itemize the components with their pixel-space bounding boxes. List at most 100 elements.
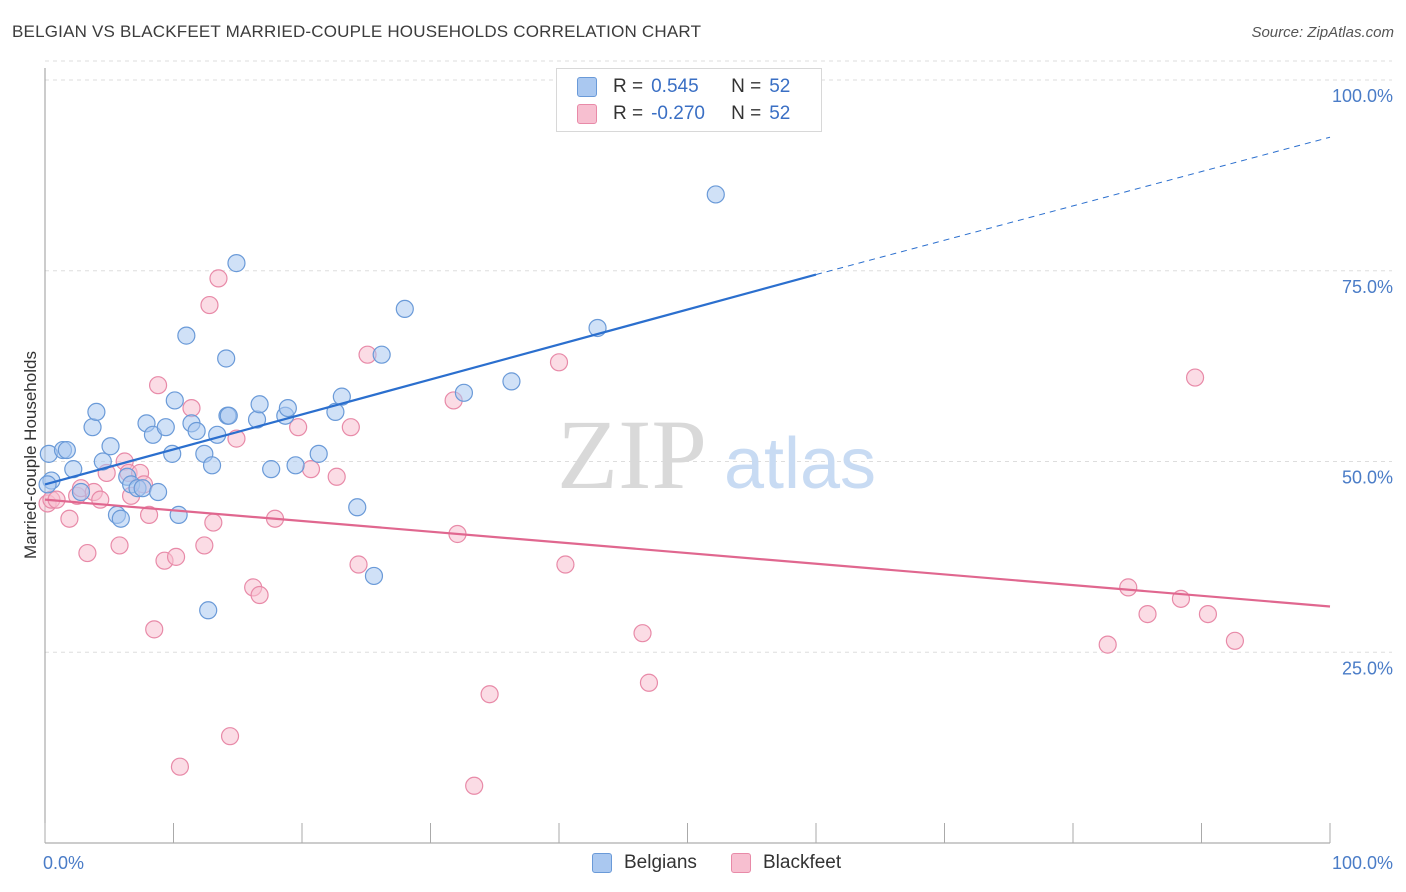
blackfeet-point <box>170 757 190 776</box>
belgian-point <box>326 402 345 422</box>
source-label: Source: ZipAtlas.com <box>1251 24 1394 41</box>
blackfeet-point <box>220 727 240 746</box>
belgian-point <box>111 509 130 528</box>
blackfeet-point <box>250 585 269 605</box>
legend-row-belgians: R = 0.545 N = 52 <box>577 75 790 99</box>
blackfeet-point <box>60 509 79 528</box>
blackfeet-swatch <box>731 853 751 873</box>
belgian-point <box>156 418 175 437</box>
y-tick-label: 75.0% <box>1342 277 1393 297</box>
blackfeet-point <box>327 467 346 486</box>
series-legend: Belgians Blackfeet <box>0 852 1406 878</box>
blackfeet-point <box>110 536 129 555</box>
belgian-points <box>38 185 725 620</box>
blackfeet-point <box>145 620 164 639</box>
belgian-point <box>227 254 246 273</box>
belgian-point <box>165 391 184 410</box>
belgian-point <box>71 482 91 502</box>
belgian-point <box>148 482 168 502</box>
r-label: R = <box>613 76 644 97</box>
chart-title: BELGIAN VS BLACKFEET MARRIED-COUPLE HOUS… <box>12 22 702 41</box>
n-value: 52 <box>769 76 791 97</box>
belgian-point <box>87 402 106 422</box>
r-value: 0.545 <box>651 76 699 97</box>
belgian-point <box>169 505 188 525</box>
trend-lines <box>44 136 1331 608</box>
blackfeet-point <box>1098 635 1117 654</box>
y-tick-label: 100.0% <box>1332 86 1393 106</box>
blackfeet-point <box>480 685 499 704</box>
belgian-point <box>101 437 120 456</box>
belgian-point <box>262 460 281 479</box>
belgian-point <box>57 440 76 460</box>
belgian-point <box>364 566 384 586</box>
blackfeet-point <box>1198 604 1218 624</box>
blackfeet-point <box>195 536 214 555</box>
watermark: ZIP atlas <box>557 399 876 510</box>
belgian-point <box>278 398 297 418</box>
grid-lines <box>45 60 1392 653</box>
blackfeet-point <box>78 543 97 563</box>
n-value: 52 <box>769 103 791 124</box>
n-label: N = <box>731 76 762 97</box>
belgian-point <box>199 601 218 620</box>
tick-labels: 100.0% 75.0% 50.0% 25.0% 0.0% 100.0% <box>43 86 1393 873</box>
x-tick-label: 0.0% <box>43 853 84 873</box>
belgian-point <box>93 452 112 471</box>
blackfeet-point <box>549 353 569 372</box>
y-tick-label: 50.0% <box>1342 468 1393 488</box>
blackfeet-point <box>341 418 360 437</box>
belgian-point <box>502 372 521 391</box>
belgian-point <box>202 456 222 475</box>
belgian-trend-line <box>44 273 817 486</box>
blackfeet-point <box>182 398 201 418</box>
blackfeet-point <box>200 295 219 315</box>
belgians-swatch <box>577 77 597 97</box>
belgian-point <box>187 421 206 441</box>
blackfeet-point <box>1185 368 1205 387</box>
blackfeet-point <box>301 460 321 479</box>
n-label: N = <box>731 103 762 124</box>
blackfeet-point <box>465 776 484 795</box>
belgian-point <box>250 395 269 414</box>
y-axis-label: Married-couple Households <box>21 351 40 559</box>
y-tick-label: 25.0% <box>1342 658 1393 678</box>
belgian-trend-extension <box>815 136 1331 276</box>
blackfeet-trend-line <box>44 498 1331 608</box>
legend-row-blackfeet: R = -0.270 N = 52 <box>577 102 790 126</box>
stats-legend: R = 0.545 N = 52 R = -0.270 N = 52 <box>556 68 822 132</box>
blackfeet-point <box>204 513 223 532</box>
belgian-point <box>706 185 725 204</box>
blackfeet-swatch <box>577 104 597 124</box>
legend-label-belgians: Belgians <box>624 852 697 873</box>
blackfeet-point <box>633 624 652 643</box>
legend-item-belgians[interactable]: Belgians <box>592 852 697 874</box>
belgian-point <box>177 326 196 345</box>
blackfeet-point <box>639 673 659 692</box>
blackfeet-point <box>209 269 228 288</box>
belgian-point <box>348 498 367 517</box>
belgian-point <box>332 387 351 406</box>
blackfeet-point <box>148 376 168 395</box>
belgian-point <box>83 418 102 437</box>
watermark-atlas: atlas <box>724 424 876 504</box>
belgian-point <box>217 349 236 368</box>
belgian-point <box>372 345 391 364</box>
blackfeet-point <box>139 505 159 525</box>
r-label: R = <box>613 103 644 124</box>
r-value: -0.270 <box>651 103 705 124</box>
belgian-point <box>454 383 474 402</box>
blackfeet-point <box>166 547 186 566</box>
watermark-zip: ZIP <box>557 399 707 510</box>
blackfeet-point <box>556 555 575 574</box>
blackfeet-point <box>1138 604 1157 624</box>
blackfeet-point <box>289 418 308 437</box>
belgian-point <box>395 299 414 318</box>
belgian-point <box>133 479 152 498</box>
blackfeet-point <box>1225 631 1245 650</box>
legend-label-blackfeet: Blackfeet <box>763 852 842 873</box>
x-tick-label: 100.0% <box>1332 853 1393 873</box>
legend-item-blackfeet[interactable]: Blackfeet <box>731 852 841 874</box>
blackfeet-point <box>1119 578 1138 597</box>
